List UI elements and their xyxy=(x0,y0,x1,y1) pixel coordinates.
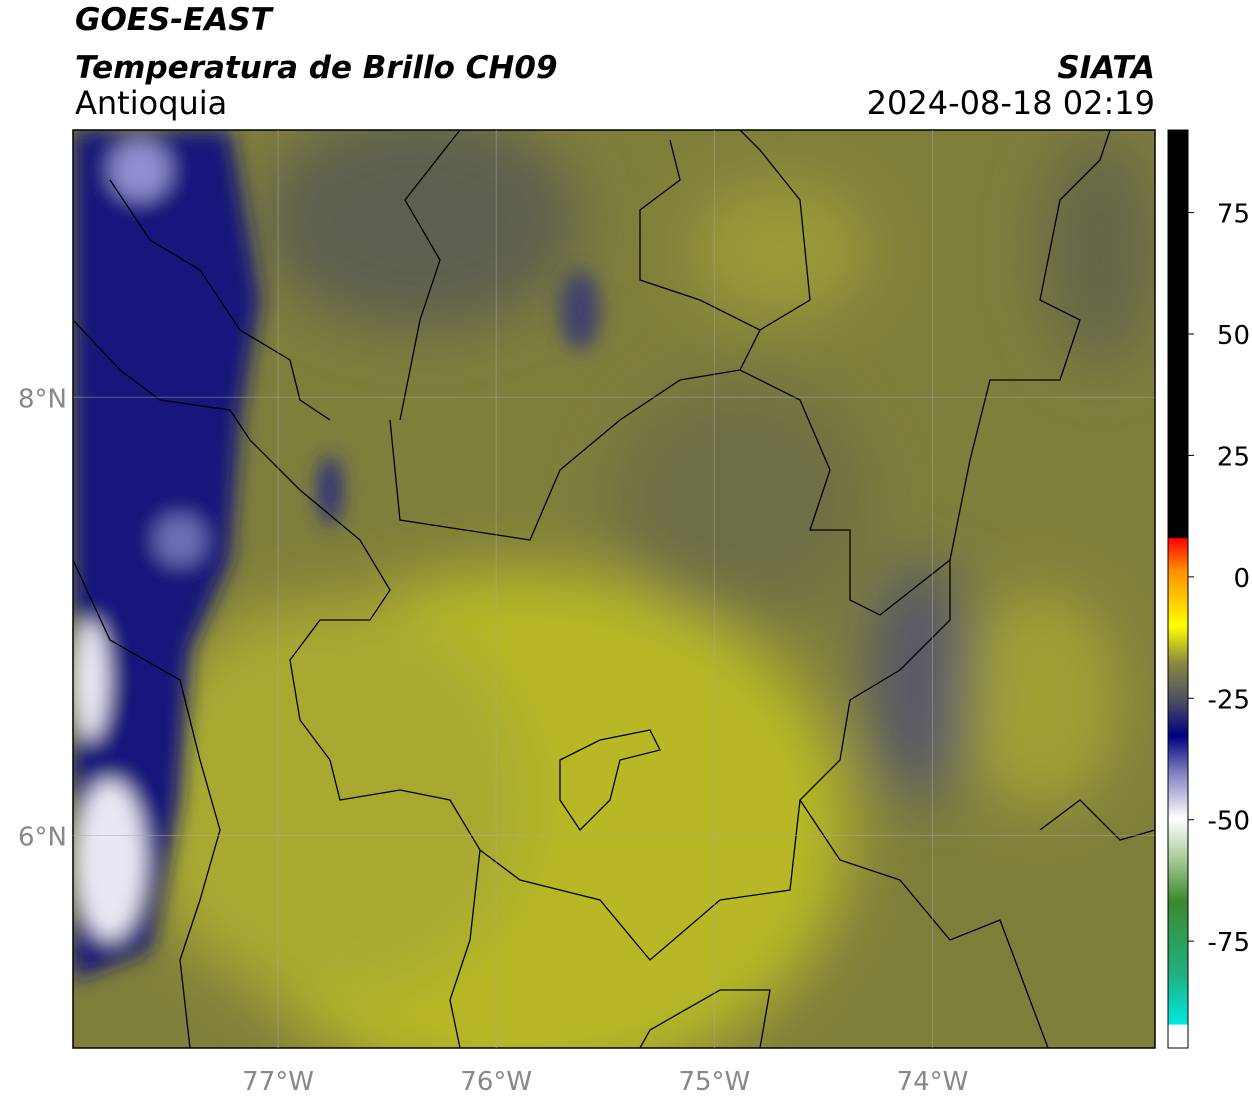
product-title: Temperatura de Brillo CH09 xyxy=(75,50,558,86)
map-frame xyxy=(72,129,1156,1049)
colorbar xyxy=(1167,129,1189,1049)
source-label: SIATA xyxy=(1057,50,1155,86)
satellite-title: GOES-EAST xyxy=(75,2,275,38)
colorbar-tick-label: 25 xyxy=(1217,442,1250,472)
colorbar-tick-label: -25 xyxy=(1208,685,1250,715)
lon-tick-label: 76°W xyxy=(460,1067,532,1097)
colorbar-tick-label: -75 xyxy=(1208,928,1250,958)
colorbar-tick-label: 75 xyxy=(1217,200,1250,230)
lon-tick-label: 74°W xyxy=(897,1067,969,1097)
datetime-label: 2024-08-18 02:19 xyxy=(867,84,1155,122)
satellite-image xyxy=(73,130,1155,1048)
lon-tick-label: 75°W xyxy=(678,1067,750,1097)
lat-tick-label: 8°N xyxy=(18,384,67,414)
lon-tick-label: 77°W xyxy=(242,1067,314,1097)
lat-tick-label: 6°N xyxy=(18,822,67,852)
colorbar-tick-label: 50 xyxy=(1217,321,1250,351)
region-label: Antioquia xyxy=(75,84,227,122)
colorbar-tick-label: -50 xyxy=(1208,807,1250,837)
colorbar-tick-label: 0 xyxy=(1233,564,1250,594)
